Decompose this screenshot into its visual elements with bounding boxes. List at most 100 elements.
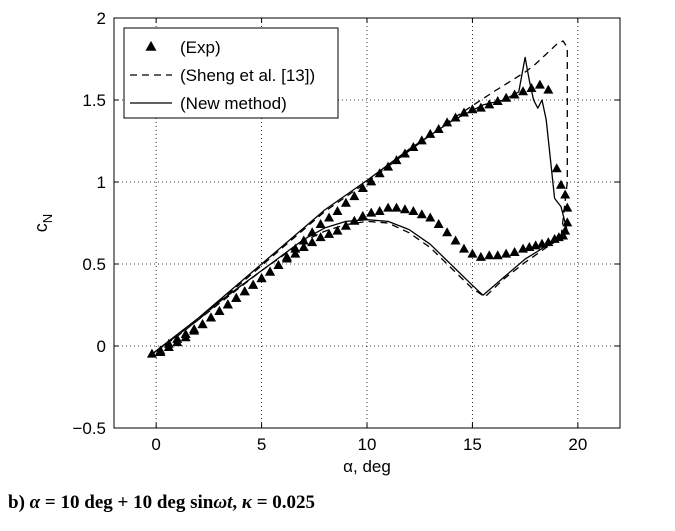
- plot-series: [146, 40, 573, 358]
- exp-data-point: [349, 191, 360, 201]
- legend-label: (Exp): [180, 38, 221, 57]
- exp-data-point: [543, 84, 554, 94]
- exp-data-point: [290, 248, 301, 258]
- x-tick-label: 15: [463, 435, 482, 454]
- y-tick-label: 0.5: [82, 255, 106, 274]
- caption-t: t: [227, 492, 233, 513]
- exp-data-point: [475, 102, 486, 112]
- exp-data-point: [239, 286, 250, 296]
- legend: (Exp) (Sheng et al. [13]) (New method): [123, 27, 339, 119]
- exp-data-point: [383, 202, 394, 212]
- exp-data-point: [231, 292, 242, 302]
- exp-data-point: [399, 204, 410, 214]
- exp-data-point: [467, 248, 478, 258]
- exp-data-point: [248, 279, 259, 289]
- exp-data-point: [197, 319, 208, 329]
- axes: 0 5 10 15 20 −0.5 0 0.5 1 1.5 2 α, deg cN: [31, 9, 620, 476]
- exp-data-point: [408, 205, 419, 215]
- x-tick-label: 20: [568, 435, 587, 454]
- x-axis-label: α, deg: [343, 457, 391, 476]
- exp-data-point: [391, 202, 402, 212]
- exp-data-point: [146, 348, 157, 358]
- exp-data-point: [492, 96, 503, 106]
- exp-data-point: [273, 260, 284, 270]
- exp-data-point: [475, 251, 486, 261]
- exp-data-point: [425, 128, 436, 138]
- legend-marker-exp: [145, 40, 157, 51]
- exp-series-markers: [146, 79, 573, 358]
- exp-data-point: [324, 228, 335, 238]
- figure-caption: b) α = 10 deg + 10 deg sinωt, κ = 0.025: [8, 492, 668, 514]
- y-axis-label-main: c: [31, 223, 51, 232]
- exp-data-point: [281, 253, 292, 263]
- exp-data-point: [433, 219, 444, 229]
- caption-alpha: α: [29, 492, 41, 513]
- caption-sep: ,: [232, 492, 242, 513]
- x-tick-label: 5: [257, 435, 266, 454]
- y-axis-label-sub: N: [40, 214, 55, 223]
- exp-data-point: [180, 332, 191, 342]
- y-tick-label: 1.5: [82, 91, 106, 110]
- x-tick-label: 10: [358, 435, 377, 454]
- exp-data-point: [484, 250, 495, 260]
- exp-data-point: [315, 219, 326, 229]
- caption-prefix: b): [8, 492, 30, 513]
- exp-data-point: [450, 235, 461, 245]
- exp-data-point: [501, 248, 512, 258]
- legend-label: (New method): [180, 94, 287, 113]
- x-tick-label: 0: [151, 435, 160, 454]
- exp-data-point: [530, 240, 541, 250]
- exp-data-point: [524, 242, 535, 252]
- exp-data-point: [562, 217, 573, 227]
- exp-data-point: [357, 182, 368, 192]
- exp-data-point: [163, 342, 174, 352]
- exp-data-point: [307, 237, 318, 247]
- exp-data-point: [357, 210, 368, 220]
- new-method-series-line: [151, 56, 568, 355]
- exp-data-point: [332, 225, 343, 235]
- exp-data-point: [458, 107, 469, 117]
- exp-data-point: [222, 299, 233, 309]
- exp-data-point: [155, 346, 166, 356]
- caption-omega: ω: [213, 492, 228, 513]
- exp-data-point: [442, 227, 453, 237]
- exp-data-point: [458, 243, 469, 253]
- exp-data-point: [534, 79, 545, 89]
- y-tick-label: 1: [97, 173, 106, 192]
- exp-data-point: [298, 242, 309, 252]
- exp-data-point: [518, 86, 529, 96]
- exp-data-point: [374, 205, 385, 215]
- exp-data-point: [560, 189, 571, 199]
- exp-data-point: [214, 305, 225, 315]
- exp-data-point: [332, 205, 343, 215]
- exp-data-point: [518, 243, 529, 253]
- legend-label: (Sheng et al. [13]): [180, 66, 315, 85]
- exp-data-point: [366, 176, 377, 186]
- exp-data-point: [315, 232, 326, 242]
- exp-data-point: [492, 250, 503, 260]
- exp-data-point: [555, 179, 566, 189]
- exp-data-point: [340, 197, 351, 207]
- exp-data-point: [425, 212, 436, 222]
- y-tick-label: 2: [97, 9, 106, 28]
- exp-data-point: [265, 266, 276, 276]
- exp-data-point: [256, 273, 267, 283]
- y-tick-label: −0.5: [72, 419, 106, 438]
- y-tick-label: 0: [97, 337, 106, 356]
- exp-data-point: [366, 207, 377, 217]
- caption-middle: = 10 deg + 10 deg sin: [40, 492, 214, 513]
- exp-data-point: [324, 212, 335, 222]
- exp-data-point: [416, 209, 427, 219]
- exp-data-point: [551, 163, 562, 173]
- exp-data-point: [290, 243, 301, 253]
- exp-data-point: [172, 337, 183, 347]
- caption-suffix: = 0.025: [251, 492, 316, 513]
- caption-kappa: κ: [241, 492, 252, 513]
- exp-data-point: [189, 325, 200, 335]
- y-axis-label: cN: [31, 214, 55, 232]
- exp-data-point: [205, 312, 216, 322]
- exp-data-point: [509, 246, 520, 256]
- exp-data-point: [536, 238, 547, 248]
